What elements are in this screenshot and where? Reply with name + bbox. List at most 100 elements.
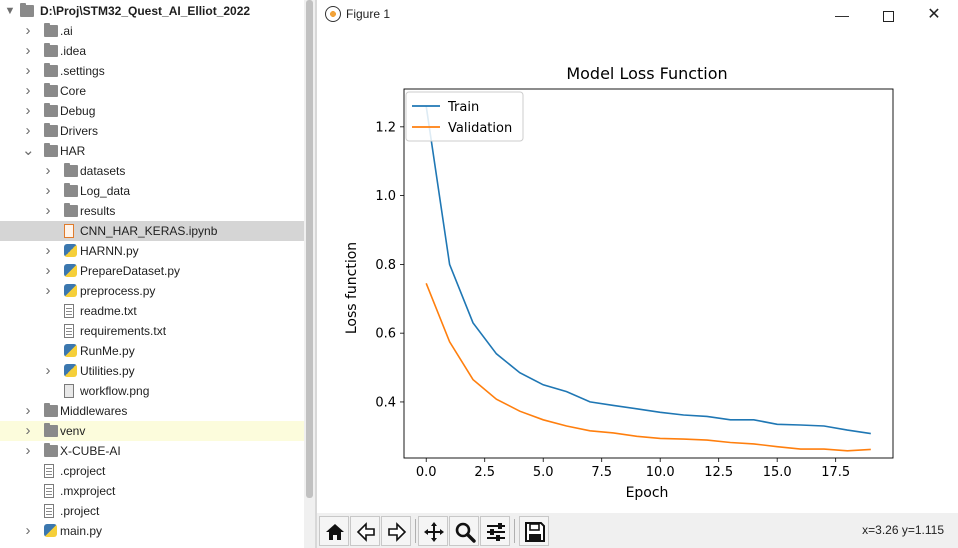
x-tick-label: 10.0 [646, 465, 675, 480]
tree-item[interactable]: › Drivers [0, 121, 304, 141]
y-tick-label: 0.6 [375, 327, 396, 342]
tree-item[interactable]: .cproject [0, 461, 304, 481]
y-tick-label: 1.2 [375, 120, 396, 135]
legend: Train Validation [405, 91, 524, 142]
python-file-icon [64, 364, 77, 377]
chevron-right-icon[interactable]: › [25, 82, 31, 99]
home-button[interactable] [319, 516, 349, 546]
chevron-right-icon[interactable]: › [25, 402, 31, 419]
tree-item[interactable]: RunMe.py [0, 341, 304, 361]
x-tick-label: 7.5 [591, 465, 612, 480]
maximize-button[interactable] [865, 0, 911, 30]
chevron-down-icon[interactable]: ⌄ [22, 142, 35, 159]
tree-item-label: .idea [60, 44, 87, 58]
back-button[interactable] [350, 516, 380, 546]
chevron-right-icon[interactable]: › [25, 442, 31, 459]
chevron-right-icon[interactable]: › [25, 22, 31, 39]
folder-icon [44, 103, 58, 117]
chevron-right-icon[interactable]: › [45, 282, 51, 299]
text-file-icon [44, 504, 54, 518]
folder-icon [44, 83, 58, 97]
tree-item[interactable]: › Utilities.py [0, 361, 304, 381]
tree-item[interactable]: › Middlewares [0, 401, 304, 421]
chevron-right-icon[interactable]: › [25, 522, 31, 539]
tree-item[interactable]: .project [0, 501, 304, 521]
x-tick-label: 15.0 [763, 465, 792, 480]
text-file-icon [64, 304, 74, 318]
tree-item-label: preprocess.py [80, 284, 156, 298]
tree-item[interactable]: readme.txt [0, 301, 304, 321]
tree-item[interactable]: › HARNN.py [0, 241, 304, 261]
tree-item[interactable]: › preprocess.py [0, 281, 304, 301]
window-title: Figure 1 [346, 7, 391, 21]
x-tick-label: 17.5 [821, 465, 850, 480]
close-button[interactable]: ✕ [911, 0, 957, 30]
loss-chart[interactable]: Model Loss Function 0.0 2.5 5.0 7.5 10.0 12.5… [317, 30, 958, 513]
pan-button[interactable] [418, 516, 448, 546]
tree-item-label: HARNN.py [80, 244, 139, 258]
zoom-button[interactable] [449, 516, 479, 546]
tree-item[interactable]: › PrepareDataset.py [0, 261, 304, 281]
text-file-icon [64, 324, 74, 338]
chevron-right-icon[interactable]: › [45, 182, 51, 199]
tree-item[interactable]: ⌄ HAR [0, 141, 304, 161]
chevron-right-icon[interactable]: › [45, 362, 51, 379]
tree-item[interactable]: › datasets [0, 161, 304, 181]
minimize-button[interactable]: — [819, 0, 865, 30]
tree-item[interactable]: › X-CUBE-AI [0, 441, 304, 461]
tree-item[interactable]: › Core [0, 81, 304, 101]
cursor-coordinates: x=3.26 y=1.115 [862, 523, 944, 537]
tree-item[interactable]: .mxproject [0, 481, 304, 501]
folder-icon [64, 163, 78, 177]
plot-area [425, 106, 871, 452]
toolbar-separator [514, 519, 515, 543]
title-bar[interactable]: Figure 1 — ✕ [317, 0, 958, 30]
tree-item[interactable]: › .ai [0, 21, 304, 41]
folder-icon [44, 63, 58, 77]
tree-item-label: .mxproject [60, 484, 116, 498]
tree-item-label: datasets [80, 164, 126, 178]
tree-item-label: .settings [60, 64, 105, 78]
tree-item[interactable]: › main.py [0, 521, 304, 541]
tree-item-label: Middlewares [60, 404, 128, 418]
tree-item[interactable]: requirements.txt [0, 321, 304, 341]
panel-divider[interactable] [315, 0, 317, 548]
chevron-right-icon[interactable]: › [25, 122, 31, 139]
configure-subplots-button[interactable] [480, 516, 510, 546]
tree-item-label: PrepareDataset.py [80, 264, 181, 278]
tree-item[interactable]: › Log_data [0, 181, 304, 201]
notebook-file-icon [64, 224, 74, 238]
chevron-right-icon[interactable]: › [25, 42, 31, 59]
tree-item[interactable]: › .settings [0, 61, 304, 81]
chevron-right-icon[interactable]: › [45, 202, 51, 219]
tree-item-label: readme.txt [80, 304, 137, 318]
tree-root[interactable]: ▼ D:\Proj\STM32_Quest_AI_Elliot_2022 [0, 1, 304, 21]
x-tick-label: 2.5 [474, 465, 495, 480]
tree-item[interactable]: workflow.png [0, 381, 304, 401]
save-button[interactable] [519, 516, 549, 546]
python-file-icon [64, 264, 77, 277]
tree-item[interactable]: CNN_HAR_KERAS.ipynb [0, 221, 304, 241]
x-tick-label: 5.0 [533, 465, 554, 480]
configure-subplots-icon [487, 523, 505, 541]
chevron-right-icon[interactable]: › [25, 102, 31, 119]
tree-item[interactable]: › results [0, 201, 304, 221]
image-file-icon [64, 384, 74, 398]
chevron-right-icon[interactable]: › [25, 422, 31, 439]
tree-item[interactable]: › .idea [0, 41, 304, 61]
chevron-down-icon[interactable]: ▼ [4, 5, 16, 17]
x-tick-label: 0.0 [416, 465, 437, 480]
tree-item[interactable]: › venv [0, 421, 304, 441]
forward-button[interactable] [381, 516, 411, 546]
x-axis-label: Epoch [626, 485, 669, 501]
folder-icon [44, 143, 58, 157]
folder-icon [44, 423, 58, 437]
chevron-right-icon[interactable]: › [45, 242, 51, 259]
chevron-right-icon[interactable]: › [45, 262, 51, 279]
axes-frame [403, 88, 894, 459]
tree-scrollbar[interactable] [304, 0, 315, 548]
tree-item[interactable]: › Debug [0, 101, 304, 121]
scrollbar-thumb[interactable] [306, 0, 313, 498]
chevron-right-icon[interactable]: › [25, 62, 31, 79]
chevron-right-icon[interactable]: › [45, 162, 51, 179]
